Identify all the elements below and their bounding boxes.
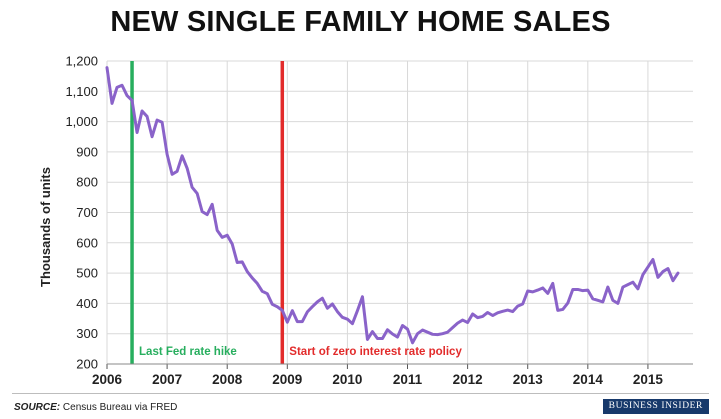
x-tick-label: 2011 (393, 372, 423, 387)
x-tick-label: 2009 (272, 372, 302, 387)
y-tick-label: 200 (76, 357, 98, 372)
y-tick-label: 500 (76, 266, 98, 281)
y-tick-label: 1,200 (65, 54, 98, 69)
y-tick-label: 300 (76, 326, 98, 341)
source-note: SOURCE: Census Bureau via FRED (14, 402, 177, 413)
source-text: Census Bureau via FRED (62, 402, 178, 413)
grid-lines (106, 60, 693, 365)
footer-divider (12, 393, 709, 394)
y-tick-label: 1,000 (65, 114, 98, 129)
x-tick-label: 2008 (212, 372, 243, 387)
series-layer (105, 66, 680, 345)
series-line (105, 66, 680, 345)
y-tick-label: 900 (76, 144, 98, 159)
event-marker-label: Last Fed rate hike (139, 346, 237, 358)
x-tick-label: 2007 (152, 372, 182, 387)
x-tick-label: 2006 (92, 372, 123, 387)
brand-logo: BUSINESS INSIDER (602, 399, 709, 414)
x-tick-label: 2010 (332, 372, 362, 387)
x-tick-label: 2013 (513, 372, 544, 387)
y-tick-label: 600 (76, 235, 98, 250)
x-tick-label: 2014 (573, 372, 604, 387)
chart-title: NEW SINGLE FAMILY HOME SALES (110, 6, 611, 38)
y-tick-label: 800 (76, 175, 98, 190)
y-axis-label: Thousands of units (38, 167, 53, 287)
y-tick-label: 400 (76, 296, 98, 311)
y-tick-label: 700 (76, 205, 98, 220)
x-tick-label: 2012 (453, 372, 483, 387)
x-tick-label: 2015 (633, 372, 664, 387)
source-label: SOURCE: (14, 402, 61, 413)
event-marker-label: Start of zero interest rate policy (289, 346, 462, 358)
y-tick-label: 1,100 (65, 84, 98, 99)
axes: 200 300 400 500 600 700 800 900 1,000 1,100 1,200 2… (65, 54, 693, 387)
event-markers: Last Fed rate hike Start of zero interest… (130, 61, 462, 364)
